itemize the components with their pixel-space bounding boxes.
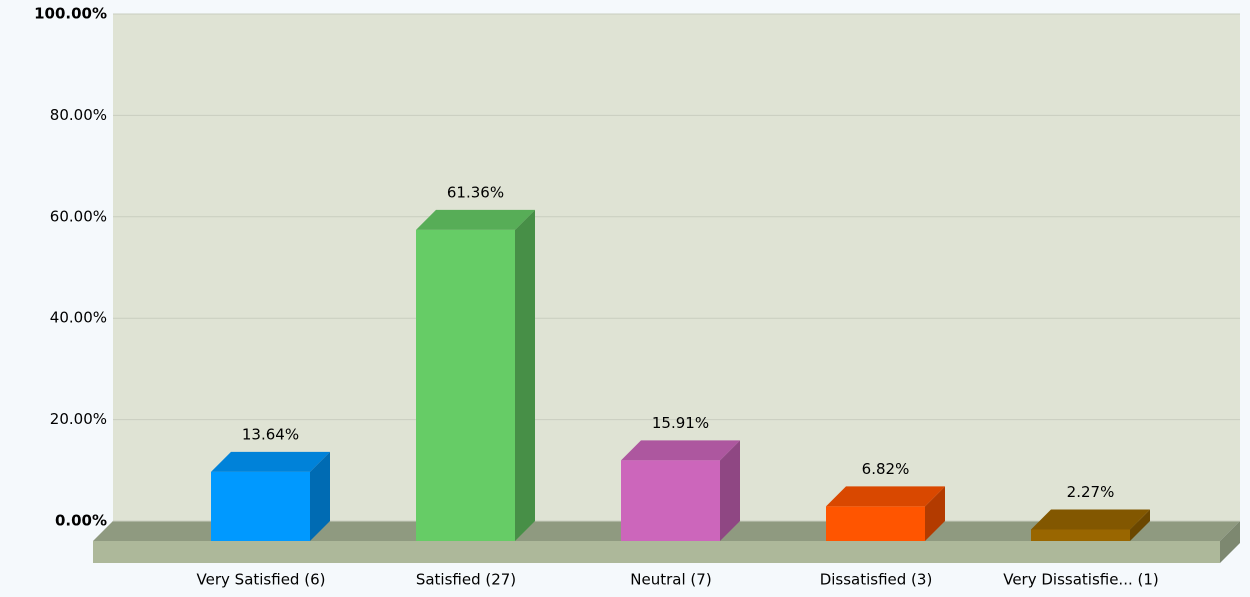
x-tick-label: Very Dissatisfie... (1) xyxy=(1003,571,1159,589)
y-tick-label: 40.00% xyxy=(50,309,107,327)
y-tick-label: 20.00% xyxy=(50,410,107,428)
bars xyxy=(211,209,1150,542)
floor-side xyxy=(1220,521,1240,563)
data-label: 13.64% xyxy=(242,425,299,443)
y-tick-label: 0.00% xyxy=(55,512,107,530)
x-tick-label: Dissatisfied (3) xyxy=(820,571,933,589)
bar xyxy=(211,471,310,541)
bar-side xyxy=(310,451,330,541)
bar-side xyxy=(925,486,945,541)
x-tick-label: Neutral (7) xyxy=(630,571,711,589)
data-label: 61.36% xyxy=(447,183,504,201)
bar xyxy=(621,460,720,541)
bar xyxy=(1031,529,1130,541)
data-label: 15.91% xyxy=(652,414,709,432)
plot-area xyxy=(113,14,1240,521)
floor-front xyxy=(93,541,1220,563)
bar-top xyxy=(826,486,945,507)
bar-top xyxy=(211,451,330,472)
bar xyxy=(826,506,925,541)
bar xyxy=(416,229,515,542)
x-tick-label: Very Satisfied (6) xyxy=(197,571,326,589)
y-tick-label: 100.00% xyxy=(34,5,107,23)
bar-side xyxy=(1130,509,1150,541)
bar-top xyxy=(1031,509,1150,530)
data-label: 2.27% xyxy=(1067,483,1115,501)
bar-side xyxy=(515,209,535,542)
y-tick-label: 80.00% xyxy=(50,106,107,124)
x-tick-label: Satisfied (27) xyxy=(416,571,516,589)
data-label: 6.82% xyxy=(862,460,910,478)
bar-top xyxy=(416,209,535,230)
bar-side xyxy=(720,440,740,541)
bar-top xyxy=(621,440,740,461)
y-tick-label: 60.00% xyxy=(50,207,107,225)
